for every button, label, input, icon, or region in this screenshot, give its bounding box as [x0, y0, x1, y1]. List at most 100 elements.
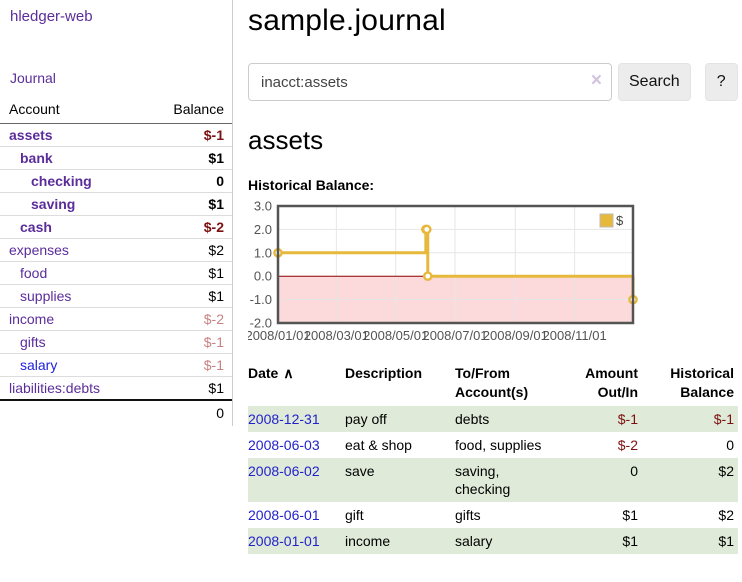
account-row: cash $-2 [0, 215, 232, 239]
accounts-col-account: Account [0, 98, 139, 124]
account-row: expenses $2 [0, 238, 232, 262]
svg-text:2008/03/01: 2008/03/01 [304, 328, 369, 343]
transaction-row: 2008-12-31 pay off debts $-1 $-1 [248, 406, 738, 432]
sort-ascending-icon: ∧ [283, 365, 294, 381]
svg-text:-2.0: -2.0 [250, 316, 272, 331]
transaction-description: income [345, 533, 391, 549]
transaction-description: gift [345, 507, 364, 523]
transaction-amount: $1 [622, 533, 638, 549]
register-col-description: Description [345, 365, 423, 381]
transaction-amount: $1 [622, 507, 638, 523]
register-col-amount: Amount Out/In [585, 365, 638, 400]
account-balance: $1 [138, 261, 232, 285]
transaction-balance: 0 [726, 437, 734, 453]
svg-text:2008/01/01: 2008/01/01 [248, 328, 311, 343]
account-row: assets $-1 [0, 123, 232, 147]
svg-text:1.0: 1.0 [254, 245, 272, 260]
search-button[interactable]: Search [618, 63, 691, 101]
account-link[interactable]: cash [20, 219, 52, 235]
account-balance: $-2 [138, 307, 232, 331]
account-balance: $1 [138, 376, 232, 401]
sidebar-item-journal[interactable]: Journal [10, 70, 56, 86]
account-link[interactable]: food [20, 265, 48, 281]
chart-heading: Historical Balance: [248, 177, 375, 193]
search-help-button[interactable]: ? [704, 63, 738, 101]
account-link[interactable]: bank [20, 150, 53, 166]
app-window: hledger-web Journal Account Balance asse… [0, 0, 742, 554]
search-form: × Search ? [248, 63, 742, 101]
register-header-row: Date ∧ Description To/From Account(s) Amo… [248, 361, 738, 406]
clear-search-icon[interactable]: × [590, 70, 602, 91]
account-link[interactable]: salary [20, 357, 58, 373]
svg-text:2008/07/01: 2008/07/01 [422, 328, 487, 343]
accounts-total-row: 0 [0, 399, 232, 424]
transaction-date-link[interactable]: 2008-06-03 [248, 437, 320, 453]
svg-text:2.0: 2.0 [254, 222, 272, 237]
transaction-row: 2008-06-03 eat & shop food, supplies $-2 0 [248, 432, 738, 458]
transaction-date-link[interactable]: 2008-12-31 [248, 411, 320, 427]
account-balance: $1 [138, 146, 232, 170]
register-col-date[interactable]: Date ∧ [248, 365, 294, 381]
page-title: sample.journal [248, 4, 446, 37]
account-balance: $1 [138, 192, 232, 216]
accounts-total-balance: 0 [138, 399, 232, 424]
accounts-col-balance: Balance [138, 98, 232, 124]
transaction-date-link[interactable]: 2008-06-01 [248, 507, 320, 523]
svg-text:2008/09/01: 2008/09/01 [483, 328, 548, 343]
account-row: salary $-1 [0, 353, 232, 377]
transaction-amount: $-1 [617, 411, 638, 427]
account-link[interactable]: supplies [20, 288, 72, 304]
search-input-wrap: × [248, 63, 612, 101]
account-row: checking 0 [0, 169, 232, 193]
accounts-table-header: Account Balance [0, 98, 232, 124]
transaction-accounts: gifts [455, 507, 481, 523]
account-row: income $-2 [0, 307, 232, 331]
transaction-date-link[interactable]: 2008-06-02 [248, 463, 320, 479]
svg-text:$: $ [616, 213, 624, 228]
register-table: Date ∧ Description To/From Account(s) Amo… [248, 361, 738, 554]
svg-text:2008/05/01: 2008/05/01 [363, 328, 428, 343]
account-link[interactable]: saving [31, 196, 76, 212]
svg-text:2008/11/01: 2008/11/01 [543, 328, 607, 343]
account-heading: assets [248, 125, 324, 155]
brand-link[interactable]: hledger-web [10, 8, 93, 25]
accounts-table: Account Balance assets $-1 bank $1 checking 0… [0, 98, 232, 424]
account-link[interactable]: liabilities:debts [9, 380, 101, 396]
account-balance: $-1 [138, 353, 232, 377]
account-link[interactable]: checking [31, 173, 92, 189]
transaction-row: 2008-01-01 income salary $1 $1 [248, 528, 738, 554]
transaction-balance: $2 [718, 463, 734, 479]
account-link[interactable]: income [9, 311, 55, 327]
register-col-balance: Historical Balance [670, 365, 734, 400]
svg-text:-1.0: -1.0 [250, 292, 272, 307]
transaction-row: 2008-06-02 save saving, checking 0 $2 [248, 458, 738, 502]
transaction-amount: 0 [630, 463, 638, 479]
account-row: gifts $-1 [0, 330, 232, 354]
transaction-accounts: debts [455, 411, 490, 427]
transaction-date-link[interactable]: 2008-01-01 [248, 533, 320, 549]
account-link[interactable]: expenses [9, 242, 69, 258]
account-row: food $1 [0, 261, 232, 285]
account-balance: 0 [138, 169, 232, 193]
transaction-balance: $-1 [713, 411, 734, 427]
register-col-accounts: To/From Account(s) [455, 365, 529, 400]
transaction-description: save [345, 463, 375, 479]
search-input[interactable] [248, 63, 612, 101]
sidebar: hledger-web Journal Account Balance asse… [0, 0, 233, 426]
account-balance: $-1 [138, 123, 232, 147]
account-balance: $1 [138, 284, 232, 308]
transaction-balance: $1 [718, 533, 734, 549]
account-row: liabilities:debts $1 [0, 376, 232, 401]
account-row: saving $1 [0, 192, 232, 216]
account-row: bank $1 [0, 146, 232, 170]
historical-balance-chart: 3.0 2.0 1.0 0.0 -1.0 -2.02008/01/012008/03/01… [248, 200, 638, 343]
svg-text:3.0: 3.0 [254, 200, 272, 214]
transaction-row: 2008-06-01 gift gifts $1 $2 [248, 502, 738, 528]
account-link[interactable]: gifts [20, 334, 46, 350]
transaction-accounts: food, supplies [455, 437, 542, 453]
transaction-balance: $2 [718, 507, 734, 523]
account-link[interactable]: assets [9, 127, 53, 143]
account-row: supplies $1 [0, 284, 232, 308]
transaction-accounts: salary [455, 533, 493, 549]
main-content: sample.journal × Search ? assets Histori… [233, 0, 742, 554]
